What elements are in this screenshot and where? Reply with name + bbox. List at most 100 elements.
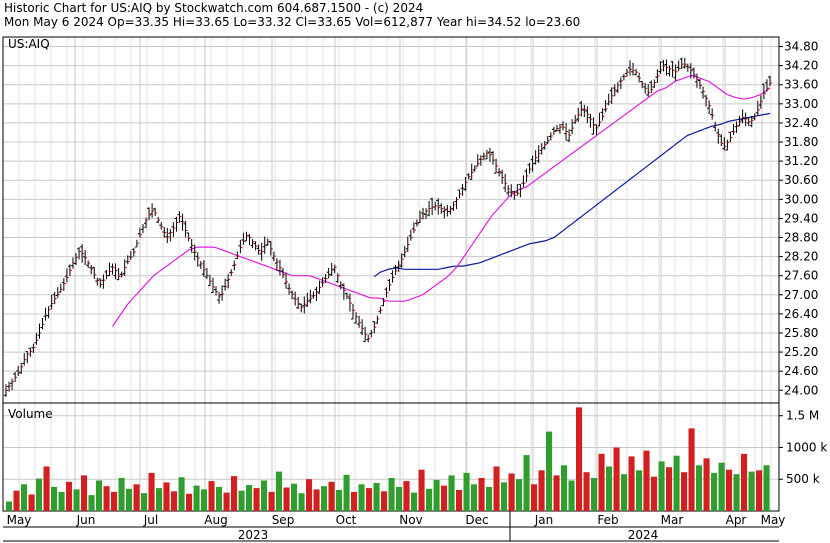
month-tick-label: Nov [399,513,422,527]
volume-bar [403,481,410,511]
volume-bar [606,466,613,511]
price-bar [262,236,267,254]
price-bar [719,134,724,147]
price-bar [542,141,547,150]
volume-bar [538,470,545,511]
volume-bar [141,493,148,511]
price-bar [710,108,715,120]
volume-bar [321,486,328,511]
volume-tick-label: 1000 k [786,440,827,454]
month-tick-label: Jan [534,513,554,527]
price-bar [618,77,623,90]
price-bar [521,175,526,188]
price-bar [80,244,85,263]
volume-bar [133,484,140,511]
volume-bar [598,453,605,511]
price-bar [606,93,611,106]
volume-bar [6,501,13,511]
year-label: 2024 [628,528,659,542]
price-bar [177,211,182,223]
price-bar [305,292,310,308]
price-bar [740,109,745,124]
price-bar [174,216,179,232]
price-tick-label: 33.60 [784,78,818,92]
volume-bar [373,483,380,511]
volume-bar [636,470,643,511]
price-bar [204,268,209,280]
price-bar [661,59,666,72]
price-bar [399,253,404,268]
price-bar [238,239,243,254]
price-bar [691,67,696,79]
price-bar [52,291,57,304]
price-bar [271,251,276,262]
price-bar [743,112,748,127]
volume-tick-label: 500 k [786,472,820,486]
price-bar [378,306,383,314]
month-tick-label: Apr [726,513,747,527]
volume-bar [28,494,35,511]
price-bar [119,271,124,278]
price-bar [643,83,648,94]
price-bar [144,217,149,228]
volume-bar [673,455,680,511]
price-bar [113,263,118,280]
price-bar [582,104,587,117]
price-bar [676,60,681,72]
price-bar [527,162,532,174]
price-bar [512,190,517,200]
price-bar [551,126,556,135]
price-bar [299,303,304,313]
price-bar [539,143,544,155]
volume-bar [186,493,193,511]
price-bar [624,68,629,77]
volume-bar [366,488,373,511]
volume-bar [426,488,433,511]
price-bar [171,222,176,238]
price-bar [390,270,395,283]
volume-bar [88,495,95,511]
month-tick-label: Feb [597,513,618,527]
price-bar [475,154,480,167]
price-bar [454,197,459,210]
volume-bar [583,472,590,511]
price-bar [232,260,237,271]
price-bar [585,106,590,124]
price-bar [220,285,225,301]
price-bar [570,119,575,135]
volume-tick-label: 1.5 M [786,409,819,423]
price-bar [268,241,273,256]
volume-bar [696,465,703,511]
volume-bar [328,481,335,511]
price-bar [557,123,562,134]
price-bar [405,236,410,253]
month-tick-label: Mar [661,513,684,527]
price-bar [402,245,407,258]
price-bar [277,259,282,276]
price-bar [95,277,100,286]
volume-bar [531,484,538,511]
price-bar [764,79,769,92]
price-tick-label: 25.80 [784,326,818,340]
price-bar [387,279,392,291]
price-bar [360,319,365,336]
price-tick-label: 32.40 [784,116,818,130]
price-bar [311,291,316,299]
price-bar [688,63,693,79]
month-tick-label: May [761,513,786,527]
price-bar [290,290,295,300]
volume-bar [448,475,455,511]
volume-bar [726,469,733,511]
volume-label: Volume [8,407,53,421]
price-bar [503,173,508,193]
volume-bar [741,453,748,511]
price-bar [13,371,18,382]
price-bar [469,163,474,180]
volume-bar [246,485,253,511]
month-tick-label: May [7,513,32,527]
price-bar [162,227,167,238]
price-bar [697,78,702,90]
price-bar [137,227,142,238]
price-tick-label: 26.40 [784,307,818,321]
price-bar [335,273,340,283]
